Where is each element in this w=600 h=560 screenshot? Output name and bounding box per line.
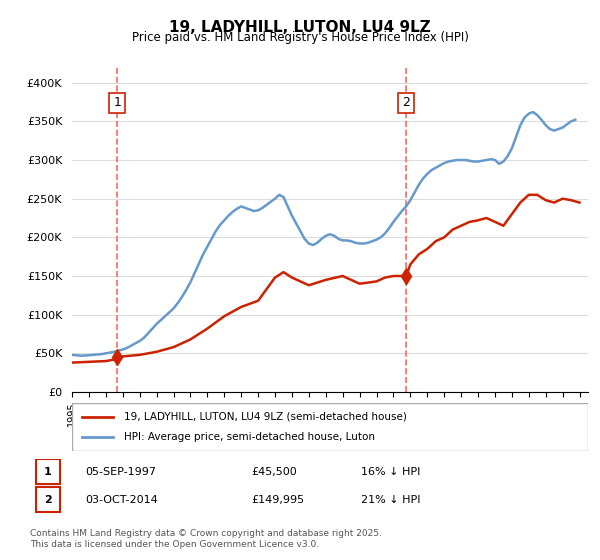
Text: 1: 1 <box>44 466 52 477</box>
Text: 19, LADYHILL, LUTON, LU4 9LZ (semi-detached house): 19, LADYHILL, LUTON, LU4 9LZ (semi-detac… <box>124 412 406 422</box>
Text: 03-OCT-2014: 03-OCT-2014 <box>85 494 158 505</box>
Text: Price paid vs. HM Land Registry's House Price Index (HPI): Price paid vs. HM Land Registry's House … <box>131 31 469 44</box>
Text: 2: 2 <box>44 494 52 505</box>
Text: 19, LADYHILL, LUTON, LU4 9LZ: 19, LADYHILL, LUTON, LU4 9LZ <box>169 20 431 35</box>
Text: 05-SEP-1997: 05-SEP-1997 <box>85 466 156 477</box>
Text: HPI: Average price, semi-detached house, Luton: HPI: Average price, semi-detached house,… <box>124 432 374 442</box>
FancyBboxPatch shape <box>72 403 588 451</box>
Text: £45,500: £45,500 <box>251 466 296 477</box>
Text: 21% ↓ HPI: 21% ↓ HPI <box>361 494 421 505</box>
FancyBboxPatch shape <box>35 459 61 484</box>
Text: 2: 2 <box>402 96 410 109</box>
Text: 1: 1 <box>113 96 121 109</box>
Text: 16% ↓ HPI: 16% ↓ HPI <box>361 466 421 477</box>
Text: Contains HM Land Registry data © Crown copyright and database right 2025.
This d: Contains HM Land Registry data © Crown c… <box>30 529 382 549</box>
Text: £149,995: £149,995 <box>251 494 304 505</box>
FancyBboxPatch shape <box>35 487 61 512</box>
